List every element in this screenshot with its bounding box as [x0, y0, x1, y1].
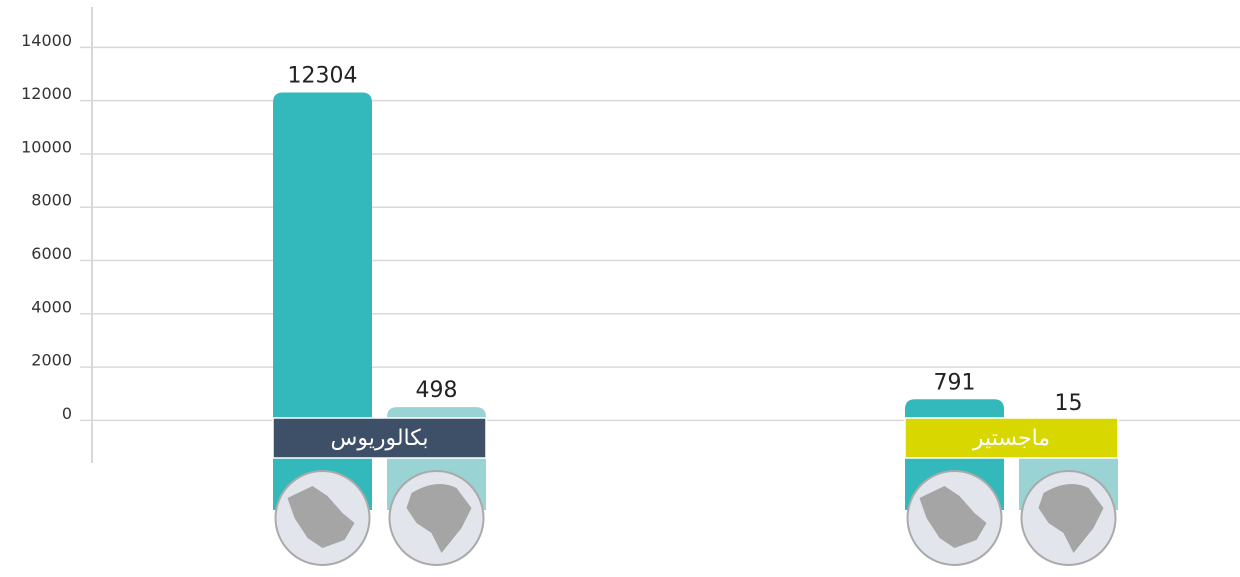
value-label: 498: [416, 378, 458, 403]
category-box: [904, 417, 1119, 459]
y-tick-label: 4000: [31, 297, 72, 316]
y-tick-label: 2000: [31, 351, 72, 370]
y-tick-label: 12000: [21, 84, 72, 103]
globe-icon: [406, 484, 472, 553]
category-box: [272, 417, 487, 459]
y-tick-label: 0: [62, 404, 72, 423]
y-tick-label: 10000: [21, 137, 72, 156]
y-tick-label: 14000: [21, 31, 72, 50]
value-label: 791: [934, 370, 976, 395]
value-label: 12304: [288, 64, 358, 89]
globe-icon: [1038, 484, 1104, 553]
y-tick-label: 8000: [31, 191, 72, 210]
category-label: بكالوريوس: [330, 426, 428, 451]
y-tick-label: 6000: [31, 244, 72, 263]
category-label: ماجستير: [972, 426, 1050, 451]
map-icon: [287, 486, 355, 548]
map-icon: [919, 486, 987, 548]
value-label: 15: [1055, 391, 1083, 416]
bar: [273, 92, 372, 510]
